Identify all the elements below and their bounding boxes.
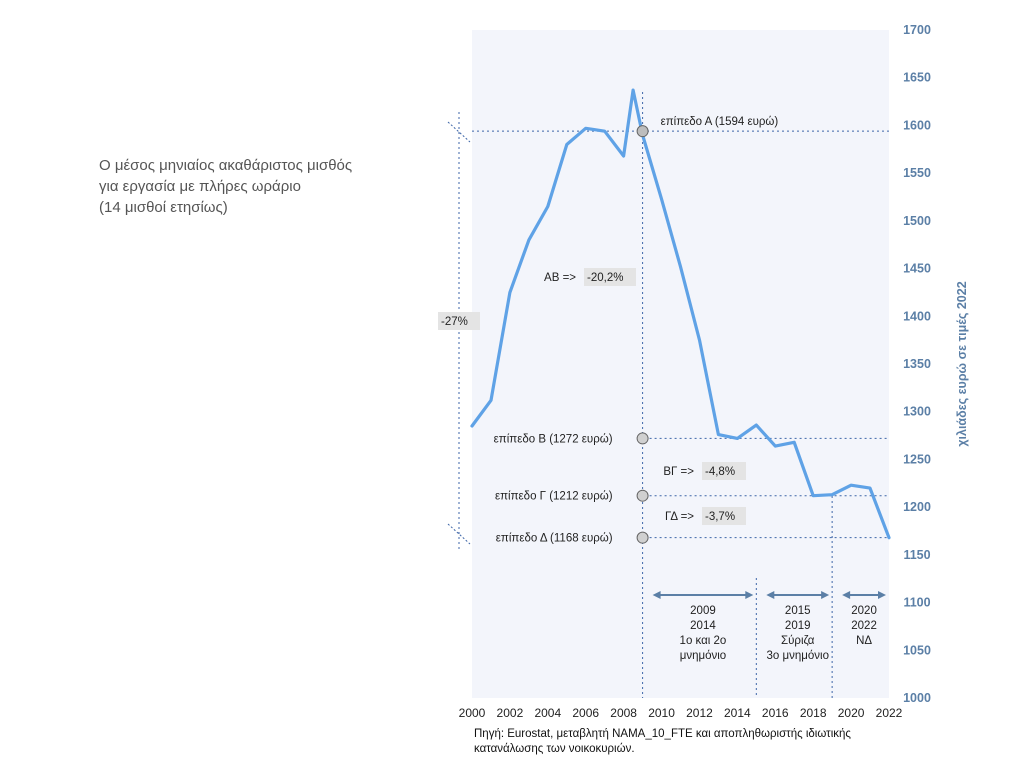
title-line-3: (14 μισθοί ετησίως) — [99, 199, 228, 216]
x-tick-label: 2010 — [648, 706, 675, 720]
period-label-line: 2009 — [690, 605, 716, 617]
y-tick-label: 1550 — [903, 166, 931, 180]
change-badge — [702, 462, 746, 480]
change-badge — [584, 268, 636, 286]
chart-title: Ο μέσος μηνιαίος ακαθάριστος μισθός για … — [99, 155, 429, 218]
change-annotations: ΑΒ => -20,2% ΒΓ => -4,8% ΓΔ => -3,7% -27% — [438, 268, 746, 525]
title-line-1: Ο μέσος μηνιαίος ακαθάριστος μισθός — [99, 157, 353, 174]
level-annotations: επίπεδο Α (1594 ευρώ) επίπεδο Β (1272 ευρ… — [494, 116, 779, 545]
level-marker — [636, 489, 649, 502]
title-line-2: για εργασία με πλήρες ωράριο — [99, 178, 301, 195]
change-badge — [438, 312, 480, 330]
period-label-line: Σύριζα — [781, 635, 815, 647]
change-label: ΓΔ => — [665, 511, 694, 523]
plot-background — [472, 30, 889, 698]
change-value: -20,2% — [587, 272, 623, 284]
y-tick-label: 1000 — [903, 691, 931, 705]
x-tick-label: 2000 — [459, 706, 486, 720]
level-label: επίπεδο Γ (1212 ευρώ) — [495, 491, 613, 503]
wage-series-line — [470, 88, 891, 540]
y-tick-label: 1050 — [903, 643, 931, 657]
x-tick-label: 2004 — [534, 706, 561, 720]
period-arrow-head-right — [745, 591, 754, 599]
data-series — [470, 88, 891, 540]
period-arrow-head-right — [821, 591, 830, 599]
period-label-line: 2019 — [785, 620, 811, 632]
y-tick-label: 1500 — [903, 214, 931, 228]
y-axis-label: χιλιάδες ευρώ σε τιμές 2022 — [955, 281, 969, 446]
period-label-line: 3ο μνημόνιο — [766, 650, 828, 662]
y-tick-label: 1650 — [903, 71, 931, 85]
y-tick-label: 1200 — [903, 500, 931, 514]
x-tick-label: 2012 — [686, 706, 713, 720]
x-tick-label: 2022 — [876, 706, 903, 720]
period-label-line: μνημόνιο — [680, 650, 727, 662]
change-value: -3,7% — [705, 511, 735, 523]
change-value: -27% — [441, 316, 468, 328]
level-marker — [636, 125, 649, 138]
period-arrow-head-left — [842, 591, 851, 599]
period-label-line: 2015 — [785, 605, 811, 617]
x-tick-label: 2002 — [497, 706, 524, 720]
source-line-2: κατανάλωσης των νοικοκυριών. — [474, 743, 635, 755]
y-tick-label: 1700 — [903, 23, 931, 37]
x-tick-label: 2018 — [800, 706, 827, 720]
y-tick-label: 1250 — [903, 452, 931, 466]
source-line-1: Πηγή: Eurostat, μεταβλητή NAMA_10_FTE κα… — [474, 728, 851, 740]
x-tick-label: 2014 — [724, 706, 751, 720]
change-label: ΒΓ => — [663, 466, 694, 478]
y-tick-label: 1600 — [903, 118, 931, 132]
change-badge — [702, 507, 746, 525]
source-note: Πηγή: Eurostat, μεταβλητή NAMA_10_FTE κα… — [474, 727, 944, 757]
y-tick-label: 1100 — [903, 596, 930, 610]
y-tick-label: 1150 — [903, 548, 930, 562]
y-tick-label: 1300 — [903, 405, 931, 419]
period-label-line: 2022 — [851, 620, 877, 632]
x-tick-label: 2008 — [610, 706, 637, 720]
change-label: ΑΒ => — [544, 272, 576, 284]
level-marker — [636, 432, 649, 445]
y-tick-label: 1400 — [903, 309, 931, 323]
level-label: επίπεδο Δ (1168 ευρώ) — [496, 533, 613, 545]
period-label-line: ΝΔ — [856, 635, 872, 647]
change-value: -4,8% — [705, 466, 735, 478]
x-tick-label: 2006 — [572, 706, 599, 720]
period-label-line: 2014 — [690, 620, 716, 632]
guide-lines — [447, 92, 889, 698]
x-tick-label: 2016 — [762, 706, 789, 720]
level-marker — [636, 531, 649, 544]
period-arrow-head-right — [878, 591, 886, 599]
bracket-tick-bottom — [447, 523, 471, 545]
period-annotations: 2009 2014 1ο και 2ο μνημόνιο 2015 2019 Σύριζα 3… — [652, 591, 886, 662]
y-tick-label: 1350 — [903, 357, 931, 371]
level-label: επίπεδο Β (1272 ευρώ) — [494, 433, 613, 445]
x-tick-label: 2020 — [838, 706, 865, 720]
period-arrow-head-left — [652, 591, 661, 599]
y-tick-label: 1450 — [903, 262, 931, 276]
period-label-line: 1ο και 2ο — [680, 635, 727, 647]
period-arrow-head-left — [766, 591, 775, 599]
bracket-tick-top — [447, 121, 471, 143]
period-label-line: 2020 — [851, 605, 877, 617]
level-label: επίπεδο Α (1594 ευρώ) — [661, 116, 779, 128]
axis-ticks: 2000 2002 2004 2006 2008 2010 2012 2014 2016 2018… — [459, 23, 931, 720]
